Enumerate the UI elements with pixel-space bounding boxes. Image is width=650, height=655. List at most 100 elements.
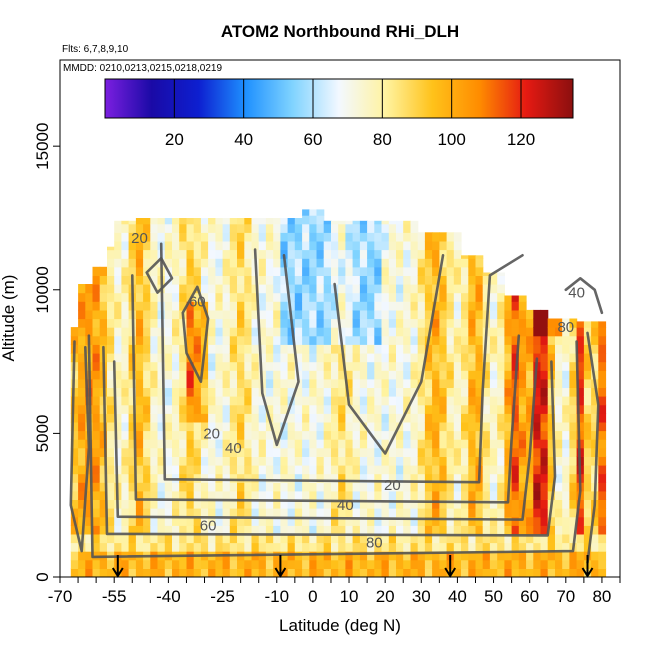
heatmap-cell [99,266,108,276]
heatmap-cell [403,421,411,432]
heatmap-cell [273,499,281,509]
heatmap-cell [128,249,137,259]
heatmap-cell [135,370,144,380]
heatmap-cell [258,344,267,354]
heatmap-cell [280,404,289,414]
heatmap-cell [403,240,411,251]
heatmap-cell [215,301,224,311]
heatmap-cell [121,275,130,285]
heatmap-cell [331,499,339,509]
heatmap-cell [331,508,339,518]
heatmap-cell [547,482,556,492]
heatmap-cell [258,301,267,311]
heatmap-cell [215,309,224,320]
heatmap-cell [193,318,202,328]
heatmap-cell [273,361,281,371]
heatmap-cell [186,542,195,552]
heatmap-cell [294,473,303,483]
heatmap-cell [186,223,195,233]
heatmap-cell [591,327,599,337]
heatmap-cell [143,421,151,432]
heatmap-cell [345,542,354,552]
heatmap-cell [294,525,303,535]
heatmap-cell [482,284,491,294]
heatmap-cell [143,240,151,251]
heatmap-cell [121,542,130,552]
heatmap-cell [555,551,563,561]
heatmap-cell [186,516,195,526]
heatmap-cell [410,473,419,483]
heatmap-cell [157,421,166,432]
heatmap-cell [164,240,173,251]
heatmap-cell [533,559,542,569]
heatmap-cell [489,309,498,320]
heatmap-cell [367,240,375,251]
heatmap-cell [143,378,151,388]
heatmap-cell [229,292,238,302]
heatmap-cell [92,568,101,577]
heatmap-cell [107,249,115,259]
heatmap-cell [526,482,534,492]
heatmap-cell [78,551,86,561]
heatmap-cell [497,430,505,440]
heatmap-cell [273,258,281,268]
heatmap-cell [302,551,310,561]
heatmap-cell [367,335,375,345]
heatmap-cell [107,542,115,552]
heatmap-cell [215,413,224,423]
heatmap-cell [265,404,274,414]
heatmap-cell [323,378,332,388]
heatmap-cell [540,508,549,518]
heatmap-cell [273,482,281,492]
heatmap-cell [107,404,115,414]
heatmap-cell [99,499,108,509]
heatmap-cell [439,482,448,492]
heatmap-cell [453,525,462,535]
heatmap-cell [70,551,79,561]
x-tick-label: 80 [592,587,611,606]
heatmap-cell [410,396,419,406]
heatmap-cell [403,516,411,526]
heatmap-cell [446,232,455,242]
heatmap-cell [114,378,122,388]
heatmap-cell [208,568,216,577]
heatmap-cell [504,413,513,423]
heatmap-cell [193,542,202,552]
heatmap-cell [316,404,325,414]
heatmap-cell [461,490,469,500]
heatmap-cell [591,542,599,552]
heatmap-cell [461,465,469,475]
y-tick-label: 10000 [33,266,52,313]
heatmap-cell [323,220,332,225]
heatmap-cell [309,413,318,423]
heatmap-cell [135,378,144,388]
heatmap-cell [439,516,448,526]
heatmap-cell [99,533,108,544]
heatmap-cell [367,439,375,449]
contour-line [586,331,600,564]
heatmap-cell [359,301,368,311]
heatmap-cell [461,508,469,518]
heatmap-cell [359,551,368,561]
heatmap-cell [439,421,448,432]
heatmap-cell [251,335,260,345]
heatmap-cell [244,525,253,535]
heatmap-cell [432,404,440,414]
heatmap-cell [172,292,180,302]
heatmap-cell [345,378,354,388]
heatmap-cell [150,404,159,414]
heatmap-cell [150,396,159,406]
heatmap-cell [504,353,513,363]
heatmap-cell [107,327,115,337]
heatmap-cell [432,499,440,509]
heatmap-cell [323,361,332,371]
heatmap-cell [388,387,397,397]
heatmap-cell [265,508,274,518]
heatmap-cell [583,499,592,509]
heatmap-cell [432,335,440,345]
heatmap-cell [143,327,151,337]
heatmap-cell [591,525,599,535]
heatmap-cell [323,240,332,251]
heatmap-cell [150,525,159,535]
heatmap-cell [504,439,513,449]
